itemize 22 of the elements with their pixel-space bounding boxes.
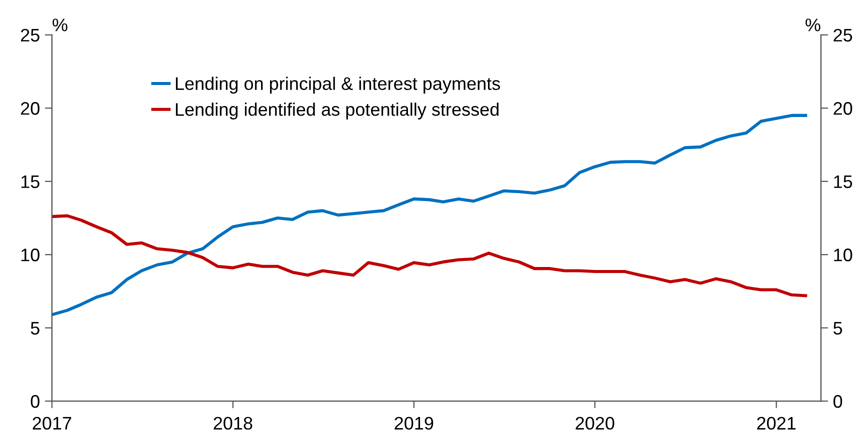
y2-tick-label: 5: [833, 322, 842, 335]
y-tick-label: 5: [30, 322, 40, 335]
y-tick-label: 10: [21, 248, 40, 262]
legend-label: Lending on principal & interest payments: [176, 76, 500, 94]
y-tick-label: 15: [21, 175, 40, 188]
y2-tick-label: 10: [834, 248, 852, 262]
y-tick-label: 25: [20, 28, 40, 42]
legend-label: Lending identified as potentially stressed: [176, 102, 499, 120]
x-tick-label: 2020: [576, 416, 614, 430]
x-tick-label: 2021: [757, 416, 796, 430]
y-axis-title: %: [52, 18, 68, 32]
x-tick-label: 2017: [32, 416, 72, 430]
x-tick-label: 2019: [394, 416, 434, 430]
y-tick-label: 0: [30, 395, 40, 408]
y2-tick-label: 25: [834, 28, 852, 42]
y-tick-label: 20: [20, 102, 40, 115]
y2-tick-label: 20: [834, 102, 852, 115]
x-tick-label: 2018: [214, 416, 252, 430]
y2-axis-title: %: [806, 18, 820, 32]
y2-tick-label: 15: [834, 175, 852, 188]
y2-tick-label: 0: [833, 395, 842, 408]
line-series: [52, 214, 808, 298]
